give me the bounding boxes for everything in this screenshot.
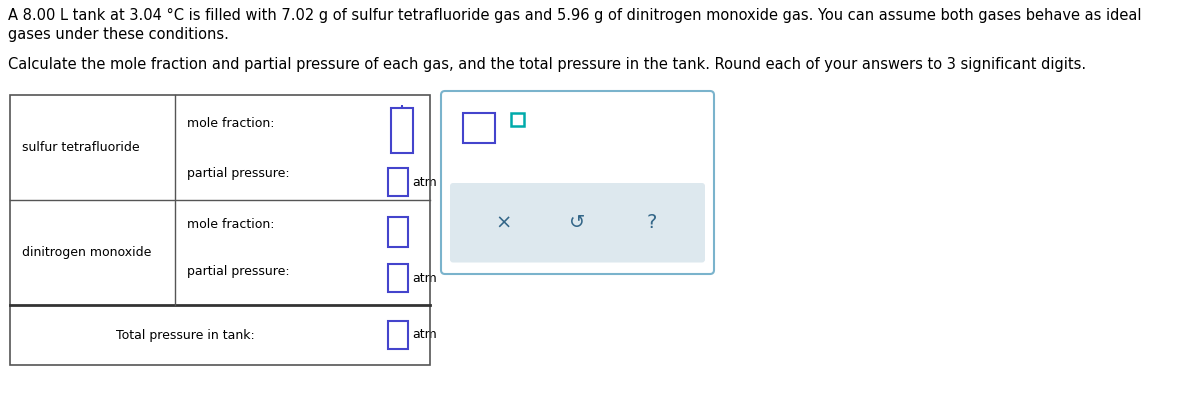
Text: dinitrogen monoxide: dinitrogen monoxide [22, 246, 151, 259]
Text: atm: atm [412, 175, 437, 188]
Bar [388, 168, 408, 196]
Text: ↺: ↺ [569, 213, 586, 232]
Text: x10: x10 [497, 131, 516, 141]
Text: mole fraction:: mole fraction: [187, 218, 275, 231]
Text: Calculate the mole fraction and partial pressure of each gas, and the total pres: Calculate the mole fraction and partial … [8, 57, 1086, 72]
Text: ×: × [496, 213, 511, 232]
Text: atm: atm [412, 329, 437, 342]
Bar [388, 321, 408, 349]
Text: sulfur tetrafluoride: sulfur tetrafluoride [22, 141, 139, 154]
Bar [511, 113, 524, 126]
Text: ?: ? [647, 213, 656, 232]
Text: Total pressure in tank:: Total pressure in tank: [115, 329, 254, 342]
Bar [388, 217, 408, 247]
Bar [391, 107, 413, 152]
Text: atm: atm [412, 271, 437, 284]
Bar [388, 264, 408, 292]
Text: mole fraction:: mole fraction: [187, 117, 275, 130]
Text: gases under these conditions.: gases under these conditions. [8, 27, 229, 42]
FancyBboxPatch shape [442, 91, 714, 274]
Text: partial pressure:: partial pressure: [187, 167, 289, 180]
Text: partial pressure:: partial pressure: [187, 265, 289, 278]
Text: A 8.00 L tank at 3.04 °C is filled with 7.02 g of sulfur tetrafluoride gas and 5: A 8.00 L tank at 3.04 °C is filled with … [8, 8, 1141, 23]
Bar [10, 95, 430, 365]
Bar [463, 113, 496, 143]
FancyBboxPatch shape [450, 183, 706, 263]
